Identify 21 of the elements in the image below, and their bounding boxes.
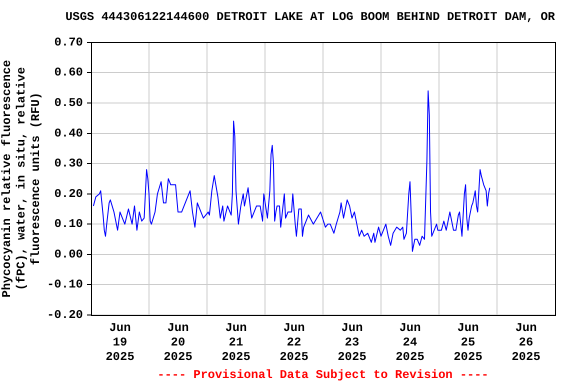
x-tick-label: Jun 21 2025 — [222, 321, 250, 364]
y-tick-label: 0.50 — [54, 96, 83, 110]
chart-title: USGS 444306122144600 DETROIT LAKE AT LOG BOOM BEHIND DETROIT DAM, OR — [65, 10, 556, 24]
x-tick-label: Jun 25 2025 — [454, 321, 482, 364]
y-tick-label: 0.10 — [54, 217, 83, 232]
x-tick-label: Jun 26 2025 — [512, 321, 540, 364]
y-tick-label: 0.20 — [54, 186, 83, 201]
y-tick-label: 0.70 — [54, 35, 83, 50]
text: ---- Provisional Data Subject to Revision ---- — [157, 368, 489, 382]
y-tick-label: 0.30 — [54, 156, 83, 171]
y-tick-label: -0.20 — [46, 308, 83, 322]
y-axis-title: Phycocyanin relative fluorescence (fPC), water, in situ, relative fluorescence units (RFU) — [0, 60, 44, 298]
y-tick-label: 0.40 — [54, 126, 83, 140]
x-tick-label: Jun 22 2025 — [280, 321, 308, 364]
y-tick-label: -0.10 — [46, 278, 83, 292]
y-tick-label: 0.00 — [54, 247, 83, 262]
x-tick-label: Jun 24 2025 — [396, 321, 424, 364]
x-tick-label: Jun 23 2025 — [338, 321, 366, 364]
y-tick-label: 0.60 — [54, 66, 83, 80]
x-tick-label: Jun 19 2025 — [106, 321, 134, 364]
x-tick-label: Jun 20 2025 — [164, 321, 192, 364]
